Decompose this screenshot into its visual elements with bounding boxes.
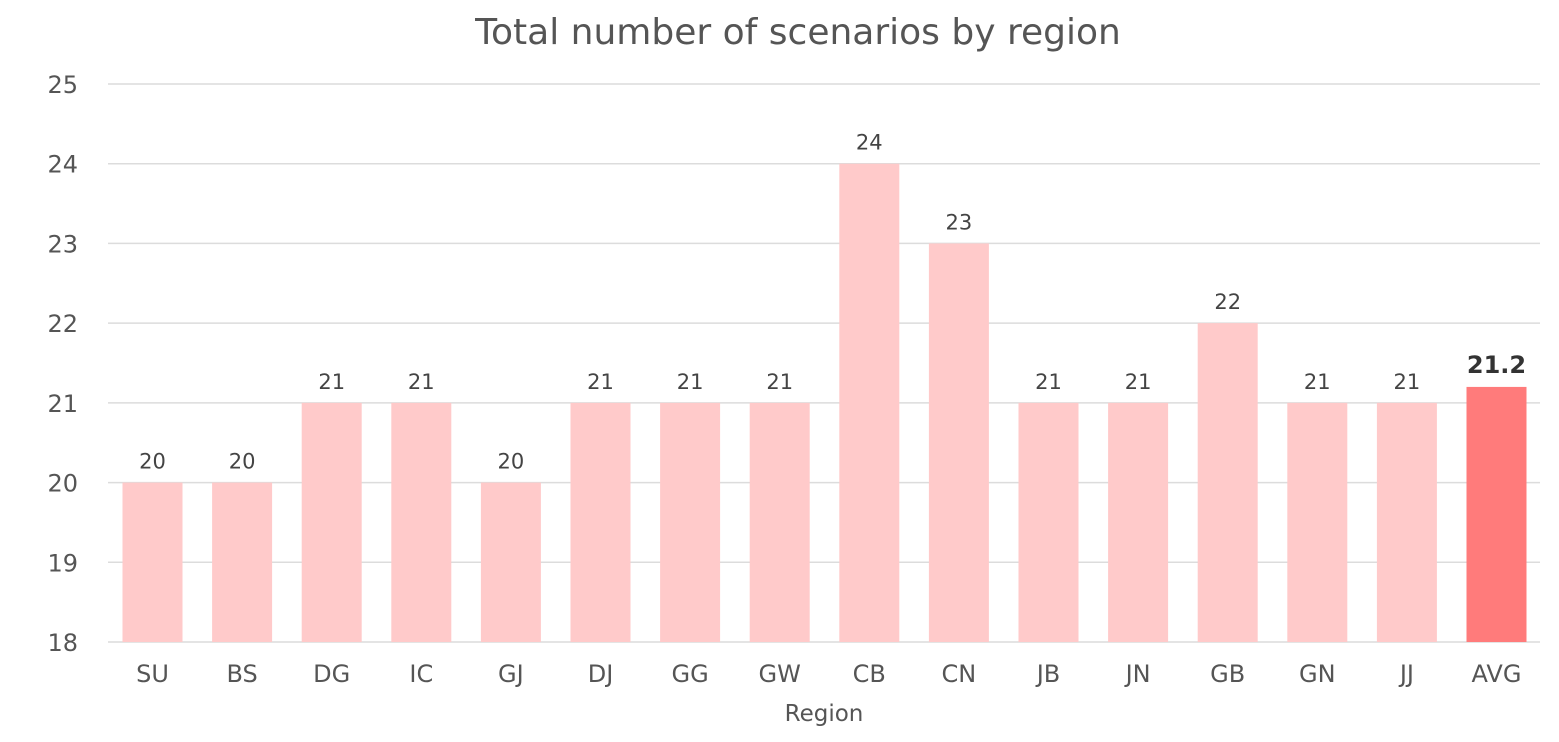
bar-gg [660, 402, 721, 642]
data-label-jn: 21 [1125, 370, 1152, 394]
bar-gn [1287, 402, 1348, 642]
x-axis-label: Region [785, 701, 864, 727]
bar-su [122, 482, 183, 642]
bar-gj [480, 482, 541, 642]
x-axis-ticks: SU BS DG IC GJ DJ GG GW CB CN JB JN GB GN JJ AVG [136, 660, 1521, 688]
data-label-avg: 21.2 [1467, 351, 1526, 379]
bar-ic [391, 402, 452, 642]
x-tick-label: JN [1124, 660, 1151, 688]
bar-gb [1197, 323, 1258, 642]
data-label-cn: 23 [946, 210, 973, 234]
bar-cb [839, 163, 900, 642]
bar-bs [212, 482, 273, 642]
x-tick-label: AVG [1472, 660, 1522, 688]
y-tick-label: 21 [47, 390, 78, 418]
bar-jb [1018, 402, 1079, 642]
data-label-su: 20 [139, 450, 166, 474]
y-tick-label: 18 [47, 629, 78, 657]
y-tick-label: 20 [47, 470, 78, 498]
data-label-gj: 20 [498, 450, 525, 474]
x-tick-label: SU [136, 660, 169, 688]
bar-avg [1466, 386, 1527, 642]
bar-dj [570, 402, 631, 642]
x-tick-label: CN [942, 660, 977, 688]
bar-jn [1108, 402, 1169, 642]
bar-dg [301, 402, 362, 642]
data-label-gn: 21 [1304, 370, 1331, 394]
y-tick-label: 25 [47, 71, 78, 99]
data-label-jb: 21 [1035, 370, 1062, 394]
x-tick-label: DJ [588, 660, 614, 688]
x-tick-label: JB [1035, 660, 1061, 688]
data-label-dg: 21 [318, 370, 345, 394]
data-label-jj: 21 [1394, 370, 1421, 394]
chart-title: Total number of scenarios by region [474, 12, 1121, 53]
bar-jj [1376, 402, 1437, 642]
data-label-gg: 21 [677, 370, 704, 394]
x-tick-label: DG [313, 660, 350, 688]
data-label-dj: 21 [587, 370, 614, 394]
x-tick-label: GN [1299, 660, 1336, 688]
data-label-gw: 21 [766, 370, 793, 394]
y-tick-label: 23 [47, 230, 78, 258]
x-tick-label: IC [409, 660, 433, 688]
x-tick-label: GG [671, 660, 708, 688]
y-tick-label: 24 [47, 151, 78, 179]
x-tick-label: GJ [498, 660, 524, 688]
y-axis-ticks: 18 19 20 21 22 23 24 25 [47, 71, 78, 657]
data-label-ic: 21 [408, 370, 435, 394]
y-tick-label: 22 [47, 310, 78, 338]
bar-cn [928, 243, 989, 642]
x-tick-label: GB [1210, 660, 1245, 688]
x-tick-label: JJ [1398, 660, 1414, 688]
data-label-cb: 24 [856, 131, 883, 155]
x-tick-label: CB [853, 660, 886, 688]
bar-gw [749, 402, 810, 642]
x-tick-label: GW [759, 660, 801, 688]
x-tick-label: BS [226, 660, 257, 688]
bars [122, 163, 1527, 642]
data-label-bs: 20 [229, 450, 256, 474]
data-label-gb: 22 [1214, 290, 1241, 314]
y-tick-label: 19 [47, 549, 78, 577]
data-labels: 20 20 21 21 20 21 21 21 24 23 21 21 22 21 21 21.2 [139, 131, 1526, 474]
